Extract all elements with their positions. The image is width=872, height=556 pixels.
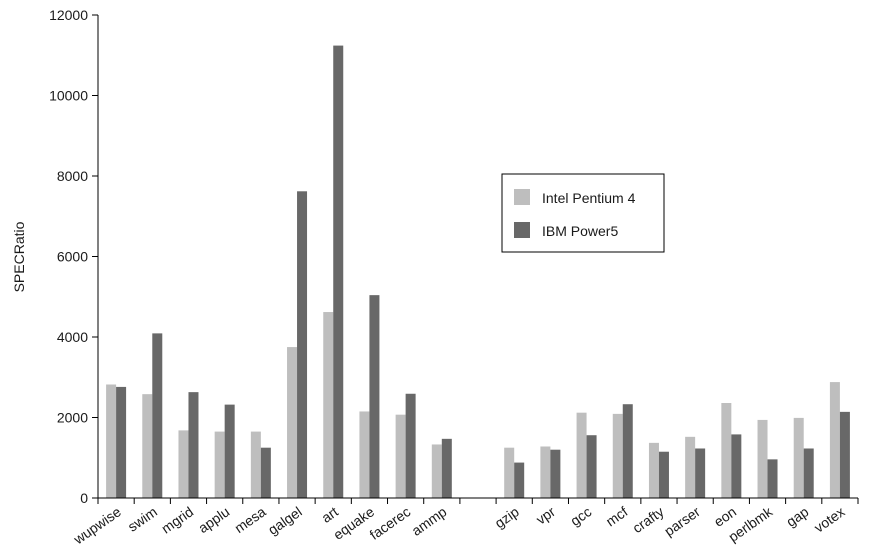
bar-intel-parser bbox=[685, 436, 696, 498]
bar-intel-vpr bbox=[540, 446, 551, 498]
bar-intel-gcc bbox=[576, 412, 587, 498]
bar-ibm-gap bbox=[803, 448, 814, 498]
y-tick-label: 6000 bbox=[57, 249, 88, 265]
bar-ibm-applu bbox=[224, 404, 235, 498]
bar-ibm-ammp bbox=[441, 438, 452, 498]
bar-ibm-vpr bbox=[550, 449, 561, 498]
bar-ibm-parser bbox=[695, 448, 706, 498]
bar-intel-gzip bbox=[504, 447, 515, 498]
x-category-label: votex bbox=[811, 503, 848, 535]
bar-intel-wupwise bbox=[106, 384, 117, 498]
bar-intel-ammp bbox=[431, 444, 442, 498]
bars bbox=[106, 45, 850, 499]
bar-intel-equake bbox=[359, 411, 370, 498]
x-category-label: ammp bbox=[408, 503, 449, 539]
y-tick-label: 10000 bbox=[49, 88, 88, 104]
bar-ibm-wupwise bbox=[116, 386, 127, 498]
x-category-label: mesa bbox=[231, 503, 268, 536]
y-tick-label: 8000 bbox=[57, 168, 88, 184]
bar-ibm-gzip bbox=[514, 462, 525, 498]
bar-ibm-art bbox=[333, 45, 344, 499]
bar-intel-mcf bbox=[612, 413, 623, 498]
y-tick-label: 0 bbox=[80, 490, 88, 506]
bar-ibm-mgrid bbox=[188, 392, 199, 498]
bar-intel-facerec bbox=[395, 414, 406, 498]
bar-ibm-equake bbox=[369, 295, 380, 498]
x-category-label: gcc bbox=[567, 503, 594, 529]
x-category-label: galgel bbox=[265, 503, 305, 538]
bar-ibm-votex bbox=[839, 411, 850, 498]
bar-ibm-gcc bbox=[586, 435, 597, 498]
bar-intel-applu bbox=[214, 431, 225, 498]
bar-ibm-swim bbox=[152, 333, 163, 498]
bar-intel-crafty bbox=[648, 442, 659, 498]
x-category-label: crafty bbox=[629, 503, 666, 536]
bar-intel-swim bbox=[142, 394, 153, 498]
bar-intel-gap bbox=[793, 417, 804, 498]
legend-swatch-ibm bbox=[514, 222, 530, 238]
bar-ibm-crafty bbox=[658, 451, 669, 498]
legend-label-ibm: IBM Power5 bbox=[542, 223, 618, 239]
x-category-label: parser bbox=[661, 503, 703, 539]
legend-box bbox=[501, 173, 665, 253]
x-category-label: applu bbox=[195, 503, 232, 536]
y-tick-label: 12000 bbox=[49, 7, 88, 23]
x-category-label: swim bbox=[125, 503, 160, 534]
bar-intel-mgrid bbox=[178, 430, 189, 498]
y-axis-ticks: 0 2000 4000 6000 8000 10000 12000 bbox=[49, 7, 98, 506]
bar-intel-galgel bbox=[287, 347, 298, 498]
x-category-label: mcf bbox=[603, 503, 631, 529]
x-category-label: art bbox=[318, 503, 341, 526]
bar-intel-mesa bbox=[250, 431, 261, 498]
bar-ibm-facerec bbox=[405, 393, 416, 498]
x-category-label: gzip bbox=[492, 503, 522, 531]
legend-label-intel: Intel Pentium 4 bbox=[542, 190, 636, 206]
x-category-label: wupwise bbox=[70, 503, 124, 548]
legend: Intel Pentium 4 IBM Power5 bbox=[501, 173, 665, 253]
legend-swatch-intel bbox=[514, 189, 530, 205]
x-category-label: equake bbox=[330, 503, 377, 543]
y-tick-label: 4000 bbox=[57, 329, 88, 345]
x-category-label: mgrid bbox=[158, 503, 196, 536]
bar-ibm-eon bbox=[731, 434, 742, 498]
x-category-label: facerec bbox=[367, 503, 414, 542]
bar-ibm-mesa bbox=[260, 447, 271, 498]
bar-intel-perlbmk bbox=[757, 419, 768, 498]
bar-ibm-perlbmk bbox=[767, 459, 778, 498]
bar-ibm-mcf bbox=[622, 404, 633, 498]
bar-intel-eon bbox=[721, 403, 732, 498]
y-tick-label: 2000 bbox=[57, 410, 88, 426]
y-axis-title: SPECRatio bbox=[11, 221, 27, 292]
bar-intel-art bbox=[323, 312, 334, 498]
x-category-label: gap bbox=[783, 503, 811, 530]
bar-ibm-galgel bbox=[297, 191, 308, 499]
x-category-label: vpr bbox=[533, 503, 558, 527]
bar-intel-votex bbox=[829, 382, 840, 498]
